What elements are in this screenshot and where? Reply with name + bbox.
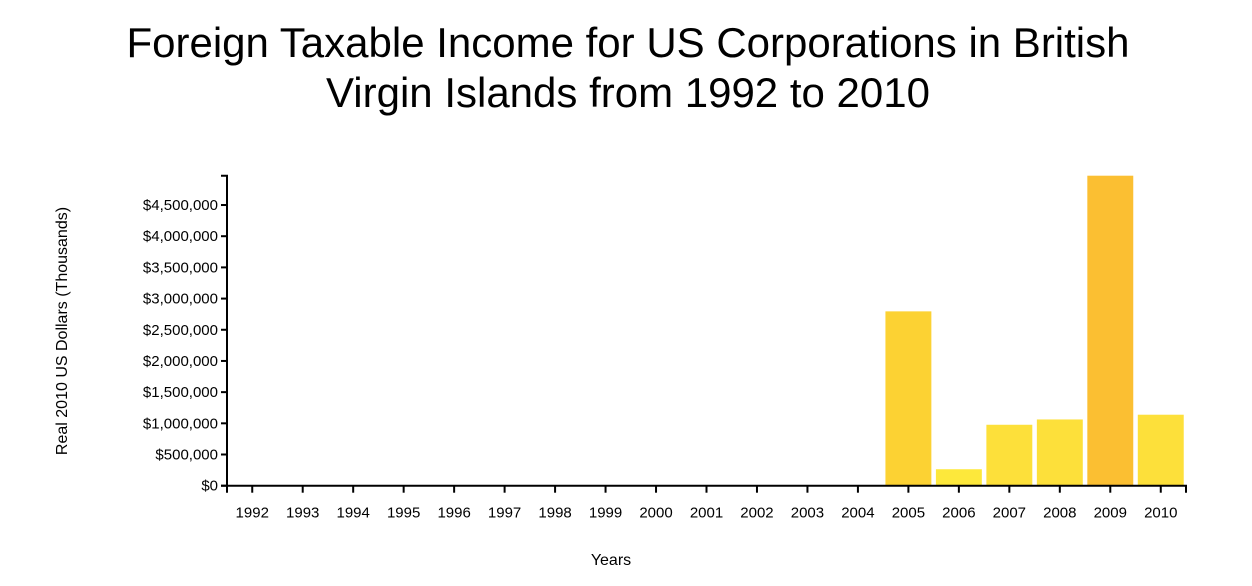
x-tick-label: 2007 xyxy=(993,505,1026,522)
y-axis-label: Real 2010 US Dollars (Thousands) xyxy=(54,207,71,455)
y-tick-label: $4,000,000 xyxy=(143,228,218,245)
x-tick-label: 2008 xyxy=(1043,505,1076,522)
x-tick: 1999 xyxy=(589,485,622,522)
x-tick-label: 2005 xyxy=(892,505,925,522)
y-tick: $2,000,000 xyxy=(143,353,227,370)
chart-title-line-1: Foreign Taxable Income for US Corporatio… xyxy=(126,19,1130,66)
bars-group xyxy=(885,175,1184,486)
x-tick-label: 2001 xyxy=(690,505,723,522)
bar-2010 xyxy=(1137,414,1184,486)
x-tick-label: 2000 xyxy=(639,505,672,522)
x-axis-label: Years xyxy=(591,552,631,569)
y-tick-label: $500,000 xyxy=(155,447,218,464)
bar-2007 xyxy=(986,424,1033,486)
x-tick-label: 1998 xyxy=(538,505,571,522)
x-tick: 2001 xyxy=(690,485,723,522)
y-tick: $500,000 xyxy=(155,447,227,464)
y-tick-label: $3,000,000 xyxy=(143,291,218,308)
x-tick: 1996 xyxy=(437,485,471,522)
y-tick-label: $2,500,000 xyxy=(143,322,218,339)
bar-2006 xyxy=(935,469,982,486)
x-tick-label: 1997 xyxy=(488,505,521,522)
bar-2008 xyxy=(1036,419,1083,486)
x-axis: 1992 1993 1994 1995 1996 1997 1998 1999 2000 2001… xyxy=(226,484,1187,522)
x-tick-label: 2006 xyxy=(942,505,975,522)
y-tick-label: $0 xyxy=(201,478,218,495)
y-tick: $4,000,000 xyxy=(143,228,227,245)
x-tick-label: 1993 xyxy=(286,505,319,522)
x-tick: 1992 xyxy=(236,485,269,522)
x-tick: 1994 xyxy=(336,485,370,522)
x-tick: 2005 xyxy=(892,485,925,522)
bar-2009 xyxy=(1087,175,1134,486)
x-tick: 2009 xyxy=(1094,485,1127,522)
x-tick-label: 2009 xyxy=(1094,505,1127,522)
y-tick: $3,000,000 xyxy=(143,291,227,308)
x-tick: 1993 xyxy=(286,485,319,522)
x-tick: 1997 xyxy=(488,485,521,522)
x-tick-label: 2010 xyxy=(1144,505,1177,522)
x-tick: 1998 xyxy=(538,485,572,522)
x-tick: 2008 xyxy=(1043,485,1077,522)
x-tick-label: 1994 xyxy=(336,505,369,522)
y-tick: $2,500,000 xyxy=(143,322,227,339)
y-tick-label: $3,500,000 xyxy=(143,259,218,276)
x-tick: 2010 xyxy=(1144,485,1177,522)
x-tick: 2000 xyxy=(639,485,673,522)
y-tick: $1,500,000 xyxy=(143,384,227,401)
x-tick: 2007 xyxy=(993,485,1026,522)
x-tick-label: 1996 xyxy=(437,505,470,522)
x-tick-label: 1999 xyxy=(589,505,622,522)
x-tick: 2004 xyxy=(841,485,875,522)
bar-2005 xyxy=(885,311,932,486)
chart-title-line-2: Virgin Islands from 1992 to 2010 xyxy=(326,69,930,116)
x-tick: 2006 xyxy=(942,485,976,522)
y-axis: $0 $500,000 $1,000,000 $1,500,000 $2,000,000… xyxy=(143,174,228,495)
x-tick-label: 1992 xyxy=(236,505,269,522)
y-tick: $0 xyxy=(201,478,227,495)
y-tick: $4,500,000 xyxy=(143,197,227,214)
x-tick-label: 2002 xyxy=(740,505,773,522)
y-tick-label: $4,500,000 xyxy=(143,197,218,214)
x-tick-label: 2003 xyxy=(791,505,824,522)
chart-title: Foreign Taxable Income for US Corporatio… xyxy=(0,18,1252,118)
x-tick-label: 1995 xyxy=(387,505,420,522)
y-tick-label: $2,000,000 xyxy=(143,353,218,370)
x-tick: 2002 xyxy=(740,485,774,522)
y-tick: $1,000,000 xyxy=(143,415,227,432)
x-tick: 1995 xyxy=(387,485,420,522)
y-tick-label: $1,000,000 xyxy=(143,415,218,432)
y-tick: $3,500,000 xyxy=(143,259,227,276)
y-tick-label: $1,500,000 xyxy=(143,384,218,401)
x-tick-label: 2004 xyxy=(841,505,874,522)
x-tick: 2003 xyxy=(791,485,824,522)
